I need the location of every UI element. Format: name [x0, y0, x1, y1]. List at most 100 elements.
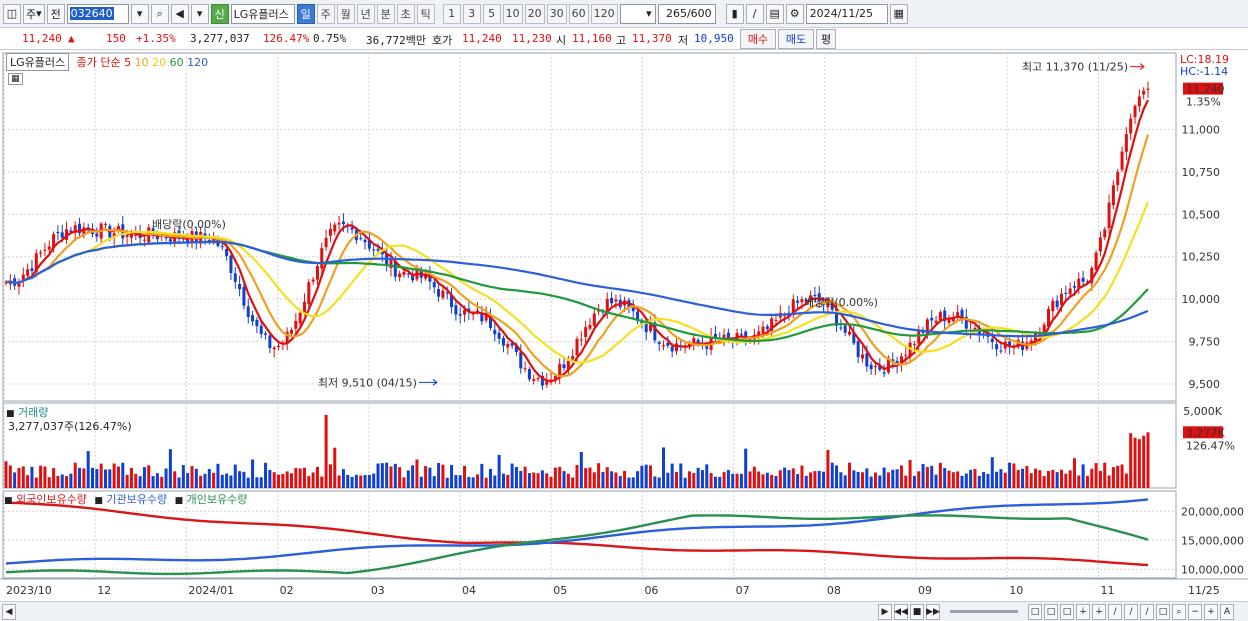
volume-bar: [1012, 463, 1016, 488]
candle-body: [497, 332, 501, 339]
volume-bar: [359, 475, 363, 488]
volume-bar: [155, 473, 159, 488]
sell-button[interactable]: 매도: [778, 29, 814, 49]
candle-body: [47, 246, 51, 250]
holding-line-2: [5, 514, 1149, 576]
volume-bar: [1034, 468, 1038, 488]
interval-20[interactable]: 20: [524, 3, 545, 24]
ma-line-120: [5, 240, 1149, 338]
gear-icon[interactable]: ⚙: [785, 3, 804, 24]
volume-bar: [164, 468, 168, 488]
candle-body: [450, 294, 454, 308]
candle-body: [662, 345, 666, 347]
volume-bar: [739, 473, 743, 488]
candle-body: [873, 366, 877, 368]
interval-1[interactable]: 1: [442, 3, 461, 24]
volume-bar: [307, 476, 311, 488]
stock-chart[interactable]: 최고 11,370 (11/25) 최저 9,510 (04/15) 배당락(0.0…: [0, 51, 1248, 601]
speaker-dropdown-icon[interactable]: ▾: [190, 3, 209, 24]
interval-5[interactable]: 5: [482, 3, 501, 24]
chart-area[interactable]: 최고 11,370 (11/25) 최저 9,510 (04/15) 배당락(0.0…: [0, 51, 1248, 601]
chart-scrollbar[interactable]: ◀ ▶ ◀◀ ■ ▶▶ □ □ □ ∔ ∔ ∕ ∕ ∕ □ ⌕ − + A: [0, 601, 1248, 621]
period-day[interactable]: 일: [296, 3, 315, 24]
candle-body: [1008, 341, 1012, 348]
scroll-left-icon[interactable]: ◀: [2, 604, 16, 620]
volume-bar: [558, 466, 562, 488]
window-icon[interactable]: ◫: [3, 3, 21, 24]
market-select[interactable]: 주 ▾: [23, 3, 45, 24]
count-input[interactable]: 265/600: [657, 3, 716, 24]
candle-body: [1103, 229, 1107, 238]
candle-body: [311, 279, 315, 282]
zoom-slider[interactable]: [950, 610, 1018, 613]
period-month[interactable]: 월: [336, 3, 355, 24]
tool-icon-3[interactable]: □: [1060, 604, 1074, 620]
new-badge: 신: [210, 3, 229, 24]
tool-icon-2[interactable]: □: [1044, 604, 1058, 620]
buy-button[interactable]: 매수: [740, 29, 776, 49]
volume-bar: [4, 461, 8, 488]
high-price: 11,370: [632, 32, 672, 45]
search-icon[interactable]: ⌕: [150, 3, 169, 24]
volume-bar: [891, 469, 895, 488]
period-second[interactable]: 초: [396, 3, 415, 24]
volume-bar: [899, 465, 903, 488]
speaker-icon[interactable]: ◀: [170, 3, 189, 24]
tool-icon-9[interactable]: □: [1156, 604, 1170, 620]
volume-bar: [1077, 475, 1081, 488]
calendar-icon[interactable]: ▦: [889, 3, 908, 24]
interval-3[interactable]: 3: [462, 3, 481, 24]
open-price: 11,160: [572, 32, 612, 45]
candle-body: [830, 301, 834, 310]
candle-body: [813, 295, 817, 297]
period-year[interactable]: 년: [356, 3, 375, 24]
text-tool-icon[interactable]: A: [1220, 604, 1234, 620]
volume-bar: [999, 469, 1003, 488]
stop-icon[interactable]: ■: [910, 604, 924, 620]
prev-button[interactable]: 전: [46, 3, 65, 24]
candle-body: [229, 255, 233, 274]
candle-body: [726, 332, 730, 338]
period-minute[interactable]: 분: [376, 3, 395, 24]
tool-icon-1[interactable]: □: [1028, 604, 1042, 620]
stock-name-field[interactable]: LG유플러스: [230, 3, 295, 24]
tool-icon-5[interactable]: ∔: [1092, 604, 1106, 620]
interval-60[interactable]: 60: [568, 3, 589, 24]
volume-bar: [56, 476, 60, 488]
volume-bar: [696, 467, 700, 488]
interval-30[interactable]: 30: [546, 3, 567, 24]
period-week[interactable]: 주: [316, 3, 335, 24]
tool-icon-6[interactable]: ∕: [1108, 604, 1122, 620]
interval-120[interactable]: 120: [590, 3, 618, 24]
tool-icon-8[interactable]: ∕: [1140, 604, 1154, 620]
volume-bar: [294, 468, 298, 488]
volume-bar: [95, 469, 99, 488]
zoom-in-icon[interactable]: +: [1204, 604, 1218, 620]
play-icon[interactable]: ▶▶: [926, 604, 940, 620]
candle-body: [653, 322, 657, 341]
date-input[interactable]: 2024/11/25: [805, 3, 888, 24]
eval-button[interactable]: 평: [816, 29, 836, 49]
legend-stock-name[interactable]: LG유플러스: [6, 53, 70, 71]
max-annotation: 최고 11,370 (11/25): [1022, 61, 1128, 74]
tool-icon-4[interactable]: ∔: [1076, 604, 1090, 620]
scroll-right-icon[interactable]: ▶: [878, 604, 892, 620]
volume-bar: [190, 466, 194, 488]
period-tick[interactable]: 틱: [416, 3, 435, 24]
code-dropdown-icon[interactable]: ▾: [130, 3, 149, 24]
draw-tool-icon[interactable]: ∕: [745, 3, 764, 24]
magnifier-icon[interactable]: ⌕: [1172, 604, 1186, 620]
candle-body: [324, 237, 328, 248]
save-icon[interactable]: ▤: [765, 3, 784, 24]
volume-bar: [839, 472, 843, 488]
grid-menu-icon[interactable]: ▦: [8, 71, 23, 85]
candle-type-icon[interactable]: ▮: [725, 3, 744, 24]
interval-10[interactable]: 10: [502, 3, 523, 24]
volume-pct: 126.47%: [263, 32, 310, 45]
interval-custom-input[interactable]: ▾: [619, 3, 656, 24]
stock-code-input[interactable]: 032640: [66, 3, 129, 24]
zoom-out-icon[interactable]: −: [1188, 604, 1202, 620]
legend-ma-60: 60: [169, 56, 184, 69]
tool-icon-7[interactable]: ∕: [1124, 604, 1138, 620]
rewind-icon[interactable]: ◀◀: [894, 604, 908, 620]
